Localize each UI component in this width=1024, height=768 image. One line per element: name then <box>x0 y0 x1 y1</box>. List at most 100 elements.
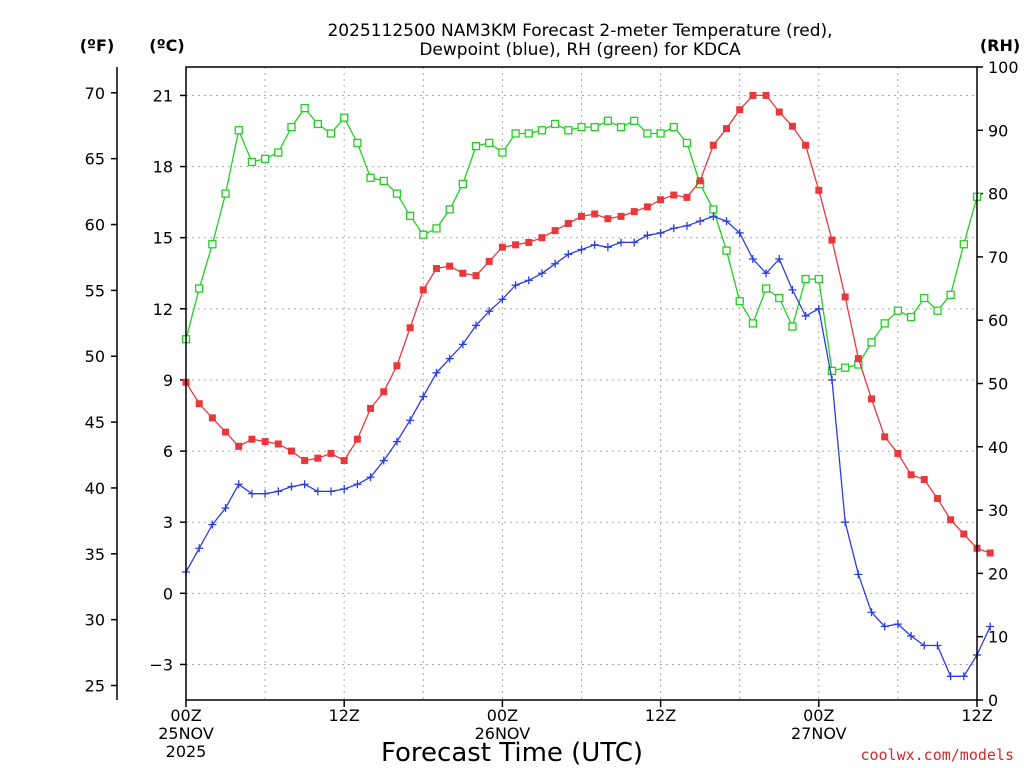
rh-point <box>748 319 758 328</box>
dewpoint-point <box>445 354 454 363</box>
dewpoint-point <box>261 489 270 498</box>
rh-tick-label: 20 <box>988 564 1008 583</box>
time-tick-label: 00Z <box>170 706 201 725</box>
temperature-point <box>459 269 467 277</box>
rh-point <box>761 284 771 293</box>
temperature-point <box>340 457 348 465</box>
rh-tick-label: 70 <box>988 248 1008 267</box>
dewpoint-point <box>893 620 902 629</box>
rh-point <box>471 141 481 151</box>
temperature-point <box>327 449 335 457</box>
dewpoint-point <box>735 228 744 237</box>
rh-point <box>405 211 415 220</box>
dewpoint-point <box>854 570 863 579</box>
dewpoint-line <box>185 215 991 677</box>
dewpoint-point <box>406 416 415 425</box>
fahrenheit-tick-label: 50 <box>85 347 105 366</box>
rh-point <box>682 138 692 148</box>
temperature-point <box>367 404 375 412</box>
dewpoint-point <box>537 269 546 278</box>
rh-point <box>326 129 336 138</box>
temperature-point <box>591 210 599 218</box>
temperature-point <box>393 362 401 370</box>
temperature-point <box>947 516 955 524</box>
rh-point <box>234 126 243 135</box>
dewpoint-point <box>221 503 230 512</box>
rh-point <box>827 366 837 375</box>
rh-tick-label: 10 <box>988 628 1008 647</box>
rh-point <box>498 148 507 157</box>
fahrenheit-tick-label: 60 <box>85 216 105 235</box>
rh-point <box>788 322 797 331</box>
fahrenheit-tick-label: 70 <box>85 84 105 103</box>
temperature-point <box>907 471 915 479</box>
temperature-point <box>854 355 862 363</box>
x-axis-title: Forecast Time (UTC) <box>381 738 643 768</box>
temperature-point <box>960 530 968 538</box>
dewpoint-point <box>366 473 375 482</box>
rh-point <box>445 205 454 214</box>
rh-point <box>841 363 850 372</box>
celsius-tick-label: 21 <box>153 86 173 105</box>
temperature-point <box>512 241 520 249</box>
rh-point <box>801 274 810 284</box>
temperature-point <box>208 414 216 422</box>
temperature-point <box>578 212 585 220</box>
temperature-point <box>432 265 440 273</box>
rh-point <box>735 297 744 306</box>
temperature-point <box>815 186 823 194</box>
temperature-point <box>287 447 295 455</box>
rh-tick-label: 30 <box>988 501 1008 520</box>
time-tick-year: 2025 <box>166 742 207 761</box>
rh-point <box>524 129 533 138</box>
dewpoint-point <box>920 641 929 650</box>
rh-point <box>287 122 296 132</box>
temperature-point <box>630 208 638 216</box>
rh-point <box>564 126 573 135</box>
dewpoint-point <box>485 307 494 316</box>
fahrenheit-tick-label: 35 <box>85 545 105 564</box>
dewpoint-point <box>208 520 217 529</box>
time-tick-label: 00Z <box>487 706 518 725</box>
rh-point <box>208 240 217 249</box>
rh-point <box>906 312 916 322</box>
rh-tick-label: 40 <box>988 438 1008 457</box>
rh-unit-label: (RH) <box>980 36 1020 55</box>
temperature-point <box>472 272 480 280</box>
celsius-axis: 21 18 15 12 9 6 3 0 −3 <box>149 86 186 674</box>
temperature-point <box>986 549 994 557</box>
rh-point <box>775 293 784 303</box>
rh-point <box>511 129 520 138</box>
temperature-point <box>683 193 691 201</box>
rh-point <box>392 189 402 198</box>
dewpoint-point <box>498 295 507 304</box>
credit-label: coolwx.com/models <box>860 746 1014 764</box>
temperature-point <box>538 234 546 242</box>
dewpoint-point <box>656 228 665 237</box>
temperature-point <box>762 91 770 99</box>
dewpoint-point <box>247 489 256 498</box>
temperature-point <box>525 238 533 246</box>
time-tick-date: 26NOV <box>475 724 531 743</box>
dewpoint-point <box>814 304 823 313</box>
rh-point <box>867 338 876 347</box>
temperature-point <box>406 324 414 332</box>
fahrenheit-tick-label: 25 <box>85 677 105 696</box>
rh-point <box>893 306 903 315</box>
celsius-tick-label: 12 <box>153 300 173 319</box>
temperature-point <box>841 293 849 301</box>
celsius-tick-label: 15 <box>153 229 173 248</box>
dewpoint-point <box>340 485 349 493</box>
dewpoint-point <box>709 212 718 221</box>
dewpoint-point <box>788 285 797 294</box>
dewpoint-point <box>946 672 955 681</box>
temperature-series <box>182 91 994 557</box>
temperature-point <box>248 435 256 443</box>
rh-point <box>313 119 322 129</box>
chart-title-line1: 2025112500 NAM3KM Forecast 2-meter Tempe… <box>327 21 832 41</box>
rh-point <box>458 179 468 189</box>
rh-tick-label: 60 <box>988 311 1008 330</box>
dewpoint-point <box>867 608 876 617</box>
temperature-point <box>446 262 454 270</box>
dewpoint-point <box>801 311 810 320</box>
